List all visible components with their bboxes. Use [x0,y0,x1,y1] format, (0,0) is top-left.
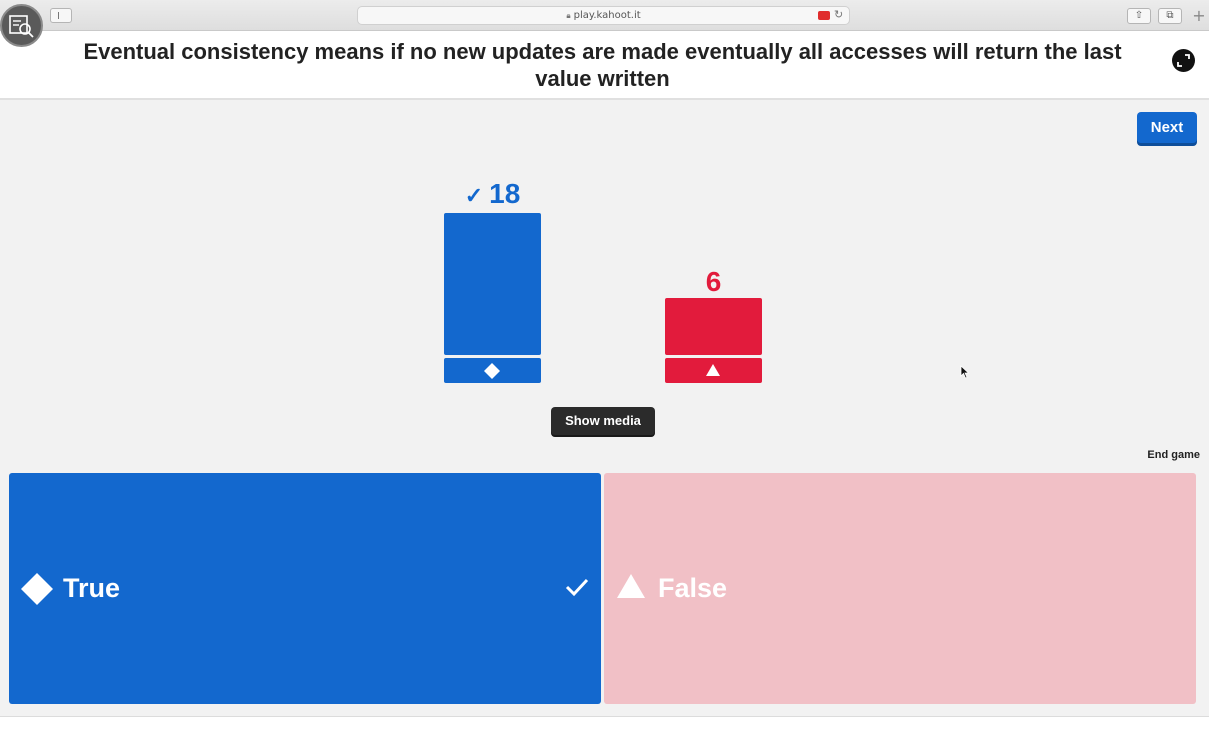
diamond-icon [21,573,53,605]
share-icon[interactable]: ⇧ [1127,8,1151,24]
end-game-link[interactable]: End game [1147,449,1200,461]
true-count-value: 18 [489,178,521,209]
tabs-icon[interactable]: ⧉ [1158,8,1182,24]
result-bar-true [444,213,541,355]
diamond-icon [484,363,500,379]
address-bar[interactable]: 🔒︎ play.kahoot.it [357,6,850,25]
fullscreen-icon[interactable] [1172,49,1195,72]
triangle-icon [706,364,720,376]
result-base-true [444,358,541,383]
result-count-false: 6 [705,266,722,297]
next-button[interactable]: Next [1137,112,1197,146]
answer-tile-true[interactable]: True [9,473,601,704]
cursor-icon [960,365,970,379]
new-tab-icon[interactable]: + [1192,6,1206,25]
answer-tile-false[interactable]: False [604,473,1196,704]
screen-recorder-icon[interactable] [0,4,43,47]
result-count-true: ✓ 18 [444,178,541,210]
answer-label-false: False [658,573,728,603]
triangle-icon [617,574,645,598]
extension-icon[interactable] [818,11,830,20]
result-base-false [665,358,762,383]
question-title: Eventual consistency means if no new upd… [83,39,1122,91]
question-header: Eventual consistency means if no new upd… [0,31,1209,100]
sidebar-icon[interactable] [50,8,72,23]
browser-toolbar: 🔒︎ play.kahoot.it ↻ ⇧ ⧉ + [0,0,1209,31]
url-text: play.kahoot.it [573,10,641,21]
result-bar-false [665,298,762,355]
reload-icon[interactable]: ↻ [834,8,844,21]
show-media-button[interactable]: Show media [551,407,655,437]
check-icon [565,578,589,597]
check-icon: ✓ [464,183,484,208]
answer-label-true: True [63,573,121,603]
lock-icon: 🔒︎ [566,11,571,20]
bottom-strip [0,716,1209,730]
